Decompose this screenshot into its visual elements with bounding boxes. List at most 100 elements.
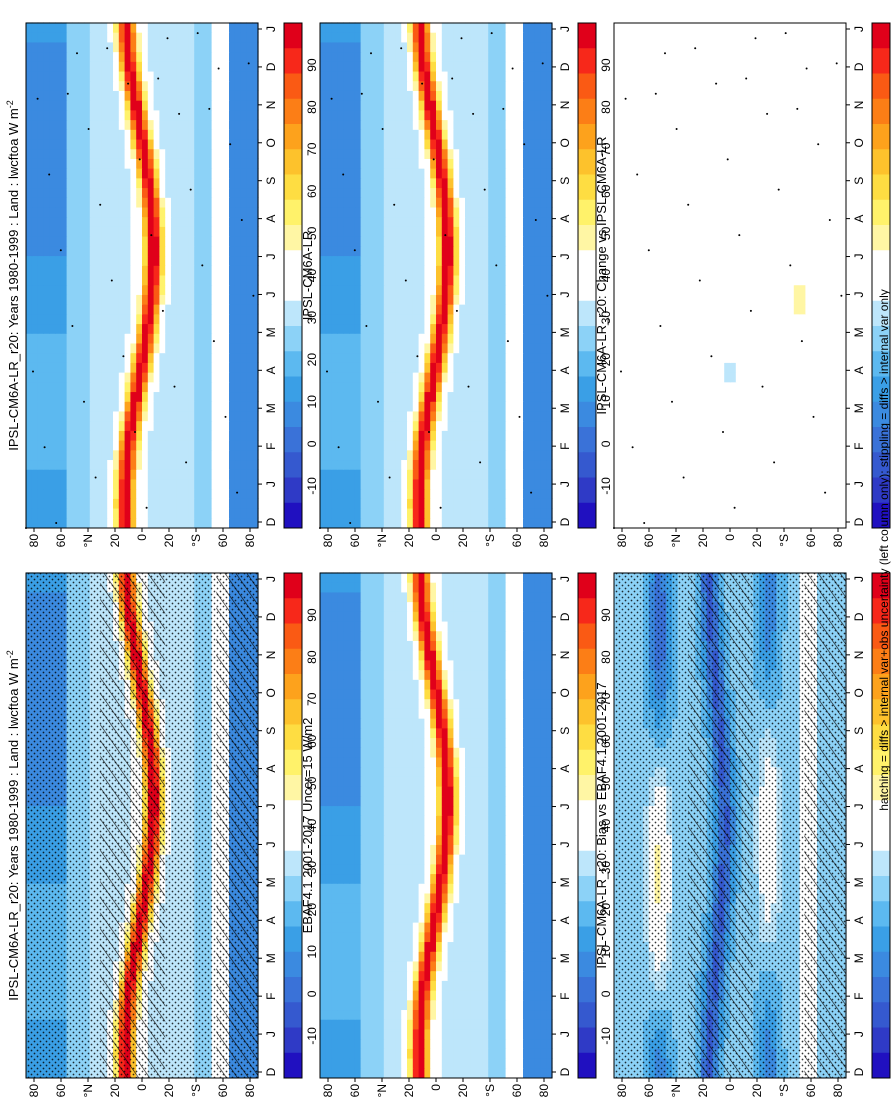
- heatmap-cell: [529, 805, 535, 815]
- heatmap-cell: [424, 660, 430, 670]
- heatmap-cell: [448, 1029, 454, 1039]
- heatmap-cell: [372, 592, 378, 602]
- heatmap-cell: [448, 631, 454, 641]
- heatmap-cell: [523, 747, 529, 757]
- heatmap-cell: [372, 776, 378, 786]
- heatmap-cell: [361, 990, 367, 1000]
- heatmap-cell: [390, 1009, 396, 1019]
- colorbar-swatch: [284, 951, 302, 977]
- heatmap-cell: [407, 1000, 413, 1010]
- heatmap-cell: [378, 611, 384, 621]
- heatmap-cell: [355, 1009, 361, 1019]
- heatmap-cell: [430, 767, 436, 777]
- heatmap-cell: [471, 854, 477, 864]
- heatmap-cell: [465, 1058, 471, 1068]
- heatmap-cell: [413, 679, 419, 689]
- heatmap-cell: [424, 903, 430, 913]
- heatmap-cell: [529, 592, 535, 602]
- heatmap-cell: [517, 670, 523, 680]
- heatmap-cell: [361, 640, 367, 650]
- heatmap-cell: [372, 961, 378, 971]
- heatmap-cell: [500, 699, 506, 709]
- heatmap-cell: [384, 767, 390, 777]
- heatmap-cell: [511, 757, 517, 767]
- heatmap-cell: [401, 670, 407, 680]
- heatmap-cell: [506, 689, 512, 699]
- y-tick-label: °N: [375, 1084, 389, 1097]
- heatmap-cell: [488, 572, 494, 582]
- heatmap-cell: [349, 844, 355, 854]
- heatmap-cell: [529, 776, 535, 786]
- heatmap-cell: [419, 951, 425, 961]
- heatmap-cell: [442, 776, 448, 786]
- heatmap-cell: [482, 864, 488, 874]
- heatmap-cell: [337, 611, 343, 621]
- heatmap-cell: [436, 631, 442, 641]
- heatmap-cell: [517, 815, 523, 825]
- heatmap-cell: [395, 757, 401, 767]
- heatmap-cell: [372, 786, 378, 796]
- heatmap-cell: [361, 971, 367, 981]
- heatmap-cell: [390, 961, 396, 971]
- heatmap-cell: [366, 835, 372, 845]
- heatmap-cell: [355, 971, 361, 981]
- heatmap-cell: [459, 621, 465, 631]
- heatmap-cell: [442, 728, 448, 738]
- heatmap-cell: [448, 611, 454, 621]
- heatmap-cell: [494, 602, 500, 612]
- heatmap-cell: [517, 932, 523, 942]
- heatmap-cell: [448, 660, 454, 670]
- heatmap-cell: [413, 776, 419, 786]
- heatmap-cell: [500, 1009, 506, 1019]
- heatmap-cell: [465, 1009, 471, 1019]
- heatmap-cell: [500, 640, 506, 650]
- heatmap-cell: [378, 980, 384, 990]
- heatmap-cell: [465, 572, 471, 582]
- heatmap-cell: [378, 1039, 384, 1049]
- heatmap-cell: [413, 670, 419, 680]
- heatmap-cell: [343, 912, 349, 922]
- heatmap-cell: [401, 883, 407, 893]
- heatmap-cell: [419, 903, 425, 913]
- heatmap-cell: [471, 1058, 477, 1068]
- heatmap-cell: [332, 883, 338, 893]
- heatmap-cell: [453, 747, 459, 757]
- heatmap-cell: [529, 718, 535, 728]
- heatmap-cell: [372, 689, 378, 699]
- heatmap-cell: [523, 854, 529, 864]
- heatmap-cell: [517, 757, 523, 767]
- heatmap-cell: [500, 912, 506, 922]
- heatmap-cell: [500, 854, 506, 864]
- heatmap-cell: [349, 864, 355, 874]
- heatmap-cell: [494, 679, 500, 689]
- heatmap-cell: [366, 689, 372, 699]
- heatmap-cell: [395, 893, 401, 903]
- heatmap-cell: [471, 728, 477, 738]
- heatmap-cell: [361, 670, 367, 680]
- heatmap-cell: [407, 1068, 413, 1078]
- heatmap-cell: [372, 1068, 378, 1078]
- heatmap-cell: [419, 650, 425, 660]
- heatmap-cell: [320, 640, 326, 650]
- heatmap-cell: [320, 835, 326, 845]
- x-tick-label: A: [558, 765, 572, 773]
- heatmap-cell: [407, 679, 413, 689]
- heatmap-cell: [332, 941, 338, 951]
- heatmap-cell: [384, 873, 390, 883]
- heatmap-cell: [436, 922, 442, 932]
- heatmap-cell: [419, 776, 425, 786]
- heatmap-cell: [511, 796, 517, 806]
- heatmap-cell: [390, 670, 396, 680]
- y-tick-label: 80: [243, 1084, 257, 1098]
- heatmap-cell: [448, 941, 454, 951]
- heatmap-cell: [390, 835, 396, 845]
- heatmap-cell: [488, 912, 494, 922]
- heatmap-cell: [384, 951, 390, 961]
- heatmap-cell: [436, 689, 442, 699]
- heatmap-cell: [465, 815, 471, 825]
- heatmap-cell: [424, 796, 430, 806]
- heatmap-cell: [366, 738, 372, 748]
- heatmap-cell: [488, 825, 494, 835]
- heatmap-cell: [517, 873, 523, 883]
- heatmap-cell: [453, 631, 459, 641]
